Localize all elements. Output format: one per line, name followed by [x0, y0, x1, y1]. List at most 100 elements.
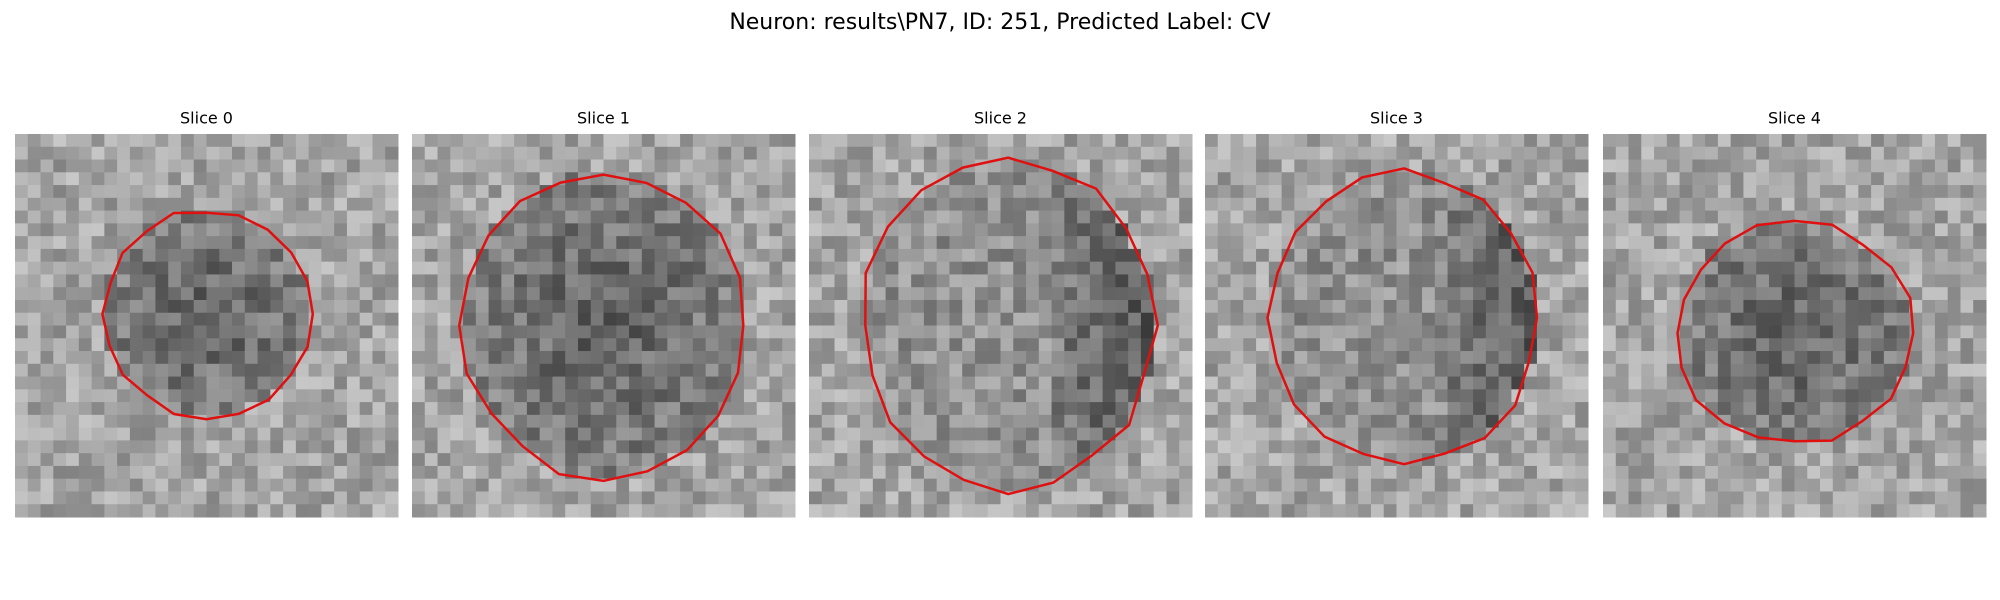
- pixel: [1000, 172, 1014, 186]
- pixel: [180, 491, 195, 505]
- pixel: [155, 389, 169, 403]
- pixel: [526, 414, 541, 429]
- pixel: [1051, 299, 1065, 314]
- pixel: [206, 274, 220, 288]
- pixel: [78, 210, 93, 224]
- pixel: [692, 197, 707, 212]
- pixel: [821, 261, 836, 275]
- pixel: [1217, 491, 1232, 505]
- pixel: [1743, 134, 1757, 148]
- pixel: [974, 223, 989, 237]
- pixel: [1345, 248, 1359, 263]
- pixel: [359, 440, 373, 454]
- pixel: [1832, 146, 1847, 161]
- pixel: [1858, 504, 1872, 518]
- pixel: [15, 414, 29, 429]
- pixel: [1077, 210, 1091, 224]
- pixel: [372, 312, 386, 326]
- pixel: [1654, 453, 1668, 467]
- pixel: [1498, 465, 1512, 480]
- pixel: [590, 325, 604, 339]
- pixel: [872, 146, 887, 161]
- pixel: [718, 440, 732, 454]
- pixel: [104, 248, 118, 263]
- pixel: [1140, 159, 1155, 173]
- pixel: [885, 504, 899, 518]
- pixel: [168, 134, 182, 148]
- pixel: [15, 402, 29, 416]
- pixel: [1485, 427, 1500, 441]
- pixel: [1281, 210, 1295, 224]
- pixel: [66, 389, 80, 403]
- pixel: [40, 134, 54, 148]
- pixel: [987, 146, 1001, 161]
- pixel: [898, 287, 912, 301]
- pixel: [308, 248, 322, 263]
- pixel: [1422, 427, 1436, 441]
- pixel: [475, 223, 490, 237]
- pixel: [667, 478, 681, 492]
- pixel: [1485, 299, 1500, 314]
- pixel: [1883, 197, 1898, 212]
- pixel: [987, 299, 1001, 314]
- pixel: [1102, 376, 1116, 390]
- pixel: [1473, 402, 1487, 416]
- pixel: [1896, 274, 1910, 288]
- pixel: [412, 402, 426, 416]
- pixel: [1434, 287, 1449, 301]
- pixel: [782, 312, 796, 326]
- pixel: [1447, 478, 1461, 492]
- pixel: [1230, 236, 1244, 250]
- pixel: [1717, 389, 1732, 403]
- pixel: [1089, 465, 1104, 480]
- pixel: [1603, 248, 1617, 263]
- pixel: [603, 453, 617, 467]
- pixel: [168, 465, 182, 480]
- pixel: [1140, 248, 1155, 263]
- pixel: [1217, 312, 1232, 326]
- pixel: [78, 402, 93, 416]
- pixel: [1217, 338, 1232, 352]
- pixel: [834, 159, 848, 173]
- pixel: [1781, 363, 1795, 378]
- pixel: [142, 185, 156, 199]
- pixel: [577, 351, 592, 365]
- pixel: [78, 389, 93, 403]
- pixel: [334, 363, 348, 378]
- pixel: [168, 491, 182, 505]
- pixel: [1768, 427, 1783, 441]
- pixel: [1000, 504, 1014, 518]
- pixel: [821, 210, 836, 224]
- pixel: [616, 248, 630, 263]
- pixel: [1654, 491, 1668, 505]
- pixel: [1473, 159, 1487, 173]
- pixel: [629, 325, 643, 339]
- pixel: [1666, 453, 1681, 467]
- pixel: [898, 414, 912, 429]
- pixel: [923, 312, 938, 326]
- pixel: [463, 440, 477, 454]
- pixel: [1679, 210, 1693, 224]
- pixel: [974, 261, 989, 275]
- pixel: [1717, 325, 1732, 339]
- pixel: [1781, 185, 1795, 199]
- pixel: [974, 363, 989, 378]
- pixel: [872, 504, 887, 518]
- pixel: [1730, 325, 1744, 339]
- pixel: [1960, 504, 1974, 518]
- pixel: [718, 351, 732, 365]
- pixel: [1575, 146, 1589, 161]
- pixel: [1679, 248, 1693, 263]
- pixel: [1654, 504, 1668, 518]
- pixel: [53, 185, 67, 199]
- pixel: [1473, 453, 1487, 467]
- pixel: [1756, 274, 1770, 288]
- pixel: [1845, 223, 1859, 237]
- pixel: [1089, 427, 1104, 441]
- pixel: [1820, 312, 1834, 326]
- pixel: [155, 146, 169, 161]
- pixel: [987, 172, 1001, 186]
- pixel: [743, 414, 758, 429]
- pixel: [437, 236, 451, 250]
- pixel: [346, 414, 361, 429]
